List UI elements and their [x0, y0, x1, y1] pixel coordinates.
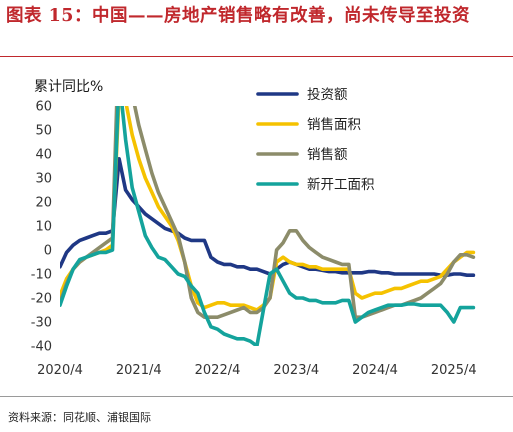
x-tick-label: 2020/4 — [37, 363, 83, 378]
legend-label-0: 投资额 — [307, 87, 348, 103]
y-tick-label: -30 — [31, 316, 52, 331]
title-divider — [0, 56, 513, 57]
figure-title: 图表 15：中国——房地产销售略有改善，尚未传导至投资 — [6, 6, 470, 26]
y-tick-label: 20 — [35, 196, 52, 211]
legend-label-1: 销售面积 — [307, 117, 361, 133]
x-axis: 2020/4 2021/4 2022/4 2023/4 2024/4 2025/4 — [37, 363, 477, 378]
x-tick-label: 2025/4 — [431, 363, 477, 378]
source-note: 资料来源：同花顺、浦银国际 — [8, 411, 151, 424]
x-tick-label: 2022/4 — [195, 363, 241, 378]
x-tick-label: 2023/4 — [273, 363, 319, 378]
y-tick-label: 60 — [35, 100, 52, 115]
series-line-3 — [60, 106, 476, 346]
legend-label-3: 新开工面积 — [307, 177, 375, 193]
x-tick-label: 2021/4 — [116, 363, 162, 378]
y-tick-label: 40 — [35, 148, 52, 163]
y-tick-label: 10 — [35, 220, 52, 235]
y-tick-label: -10 — [31, 268, 52, 283]
series-line-0 — [60, 157, 476, 277]
y-tick-label: -20 — [31, 292, 52, 307]
y-tick-label: 0 — [44, 244, 52, 259]
y-axis-label: 累计同比% — [34, 79, 104, 95]
y-axis: 60 50 40 30 20 10 0 -10 -20 -30 -40 — [31, 100, 52, 355]
y-tick-label: 50 — [35, 124, 52, 139]
source-divider — [0, 396, 513, 397]
series-layer — [60, 106, 476, 346]
legend-label-2: 销售额 — [307, 147, 348, 163]
y-tick-label: 30 — [35, 172, 52, 187]
x-tick-label: 2024/4 — [352, 363, 398, 378]
series-line-1 — [60, 106, 476, 312]
y-tick-label: -40 — [31, 340, 52, 355]
